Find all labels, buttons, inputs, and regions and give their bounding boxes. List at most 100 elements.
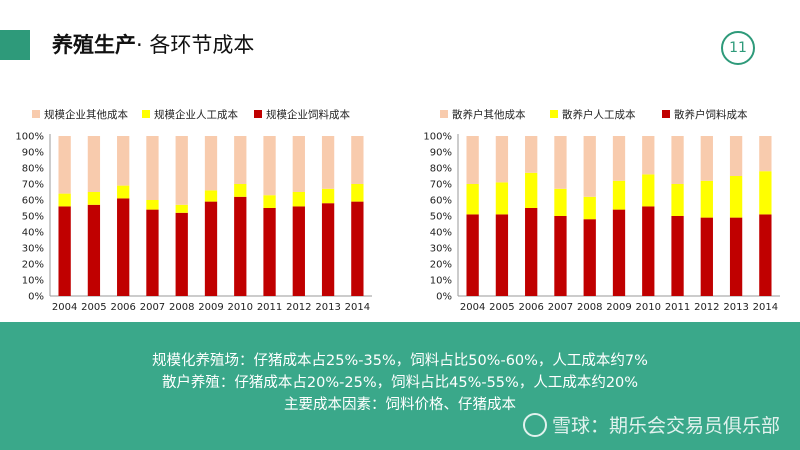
bar-segment	[175, 204, 188, 213]
bar-segment	[495, 214, 509, 296]
chart-scale-enterprise: 规模企业其他成本 规模企业人工成本 规模企业饲料成本 0% 10% 20% 30% 40% 50…	[10, 98, 380, 320]
bar-segment	[146, 136, 159, 200]
legend-item: 规模企业其他成本	[32, 108, 128, 121]
bar-segment	[234, 184, 247, 197]
legend-label: 散养户人工成本	[562, 108, 636, 121]
legend-label: 规模企业人工成本	[154, 108, 238, 121]
y-tick-label: 50%	[22, 212, 44, 223]
bar-segment	[263, 195, 276, 208]
bar-segment	[263, 136, 276, 196]
x-tick-label: 2008	[577, 302, 602, 313]
legend-item: 规模企业人工成本	[142, 108, 238, 121]
legend-swatch	[662, 110, 670, 118]
x-tick-label: 2005	[81, 302, 106, 313]
y-tick-label: 100%	[15, 132, 44, 143]
bar-segment	[87, 136, 101, 192]
bar-segment	[729, 217, 743, 296]
legend-label: 规模企业饲料成本	[266, 108, 350, 121]
bar-segment	[292, 136, 305, 192]
y-tick-label: 10%	[22, 276, 44, 287]
x-tick-label: 2014	[345, 302, 370, 313]
legend-swatch	[142, 110, 150, 118]
x-tick-label: 2013	[315, 302, 340, 313]
y-tick-label: 90%	[22, 148, 44, 159]
bar-segment	[583, 136, 596, 197]
x-tick-label: 2010	[228, 302, 253, 313]
bar-segment	[525, 136, 538, 173]
bar-segment	[759, 214, 772, 296]
bar-segment	[58, 206, 71, 296]
bar-segment	[466, 136, 479, 184]
x-tick-label: 2004	[52, 302, 77, 313]
bar-segment	[612, 180, 626, 210]
x-tick-label: 2012	[694, 302, 719, 313]
bar-segment	[612, 209, 626, 296]
bar-segment	[58, 136, 71, 194]
chart-smallholder-svg: 散养户其他成本 散养户人工成本 散养户饲料成本 0% 10% 20% 30% 40% 50% 60…	[423, 108, 780, 313]
bar-segment	[495, 136, 509, 183]
bar-segment	[234, 196, 247, 296]
bar-segment	[351, 136, 364, 184]
x-tick-label: 2006	[110, 302, 135, 313]
bar-segment	[175, 136, 188, 205]
bar-segment	[204, 190, 218, 202]
bar-segment	[612, 136, 626, 181]
x-tick-label: 2007	[140, 302, 165, 313]
x-tick-label: 2011	[257, 302, 282, 313]
legend-item: 散养户人工成本	[550, 108, 636, 121]
bar-segment	[292, 206, 305, 296]
y-tick-label: 0%	[28, 292, 44, 303]
y-tick-label: 80%	[22, 164, 44, 175]
bar-segment	[495, 182, 509, 215]
bar-segment	[321, 188, 335, 204]
bar-segment	[759, 171, 772, 215]
bar-segment	[642, 206, 655, 296]
y-tick-label: 20%	[430, 260, 452, 271]
legend-swatch	[32, 110, 40, 118]
bar-segment	[700, 180, 713, 218]
legend-item: 规模企业饲料成本	[254, 108, 350, 121]
bar-segment	[234, 136, 247, 184]
chart-scale-enterprise-svg: 规模企业其他成本 规模企业人工成本 规模企业饲料成本 0% 10% 20% 30% 40% 50…	[15, 108, 372, 313]
bar-segment	[466, 184, 479, 215]
title-accent-bar	[0, 30, 30, 60]
bar-segment	[87, 204, 101, 296]
y-tick-label: 10%	[430, 276, 452, 287]
y-tick-label: 40%	[430, 228, 452, 239]
y-tick-label: 40%	[22, 228, 44, 239]
bar-segment	[58, 193, 71, 207]
y-tick-label: 30%	[430, 244, 452, 255]
snowball-logo-icon	[522, 412, 547, 437]
legend-item: 散养户饲料成本	[662, 108, 748, 121]
x-tick-label: 2004	[460, 302, 485, 313]
y-tick-label: 30%	[22, 244, 44, 255]
x-tick-label: 2005	[489, 302, 514, 313]
x-tick-label: 2010	[636, 302, 661, 313]
bar-segment	[642, 174, 655, 207]
legend-swatch	[254, 110, 262, 118]
bar-segment	[292, 192, 305, 207]
x-tick-label: 2013	[723, 302, 748, 313]
y-tick-label: 60%	[22, 196, 44, 207]
x-tick-label: 2011	[665, 302, 690, 313]
bar-segment	[117, 198, 130, 296]
bar-segment	[204, 201, 218, 296]
bar-segment	[700, 136, 713, 181]
bar-segment	[87, 192, 101, 205]
y-tick-label: 80%	[430, 164, 452, 175]
legend-label: 散养户饲料成本	[674, 108, 748, 121]
summary-line-1: 规模化养殖场：仔猪成本占25%-35%，饲料占比50%-60%，人工成本约7%	[152, 353, 648, 369]
summary-line-2: 散户养殖：仔猪成本占20%-25%，饲料占比45%-55%，人工成本约20%	[161, 375, 639, 391]
bar-segment	[146, 200, 159, 210]
bar-segment	[671, 136, 684, 184]
bar-segment	[525, 208, 538, 296]
bar-segment	[583, 219, 596, 296]
bar-segment	[117, 185, 130, 199]
y-tick-label: 100%	[423, 132, 452, 143]
bar-segment	[263, 208, 276, 296]
y-tick-label: 70%	[430, 180, 452, 191]
bar-segment	[321, 203, 335, 296]
legend-swatch	[550, 110, 558, 118]
x-tick-label: 2009	[198, 302, 223, 313]
x-tick-label: 2006	[518, 302, 543, 313]
